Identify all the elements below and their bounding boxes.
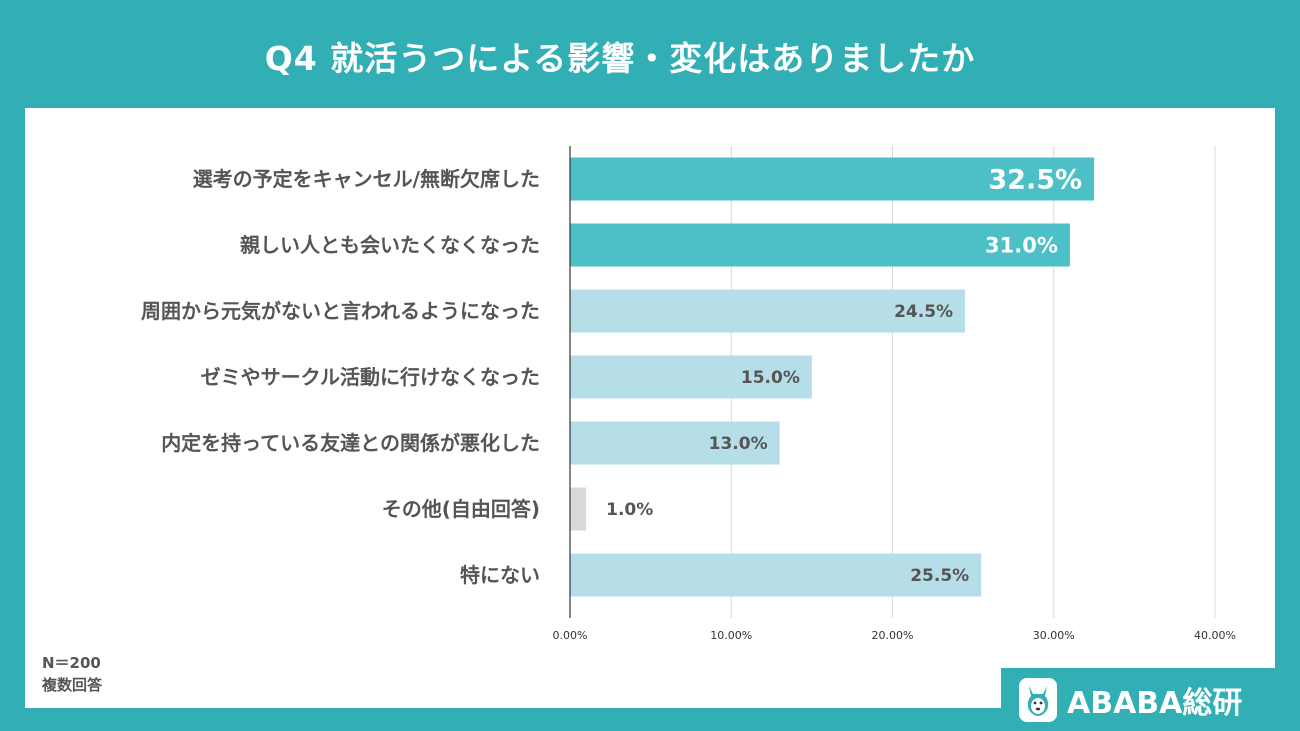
category-label: その他(自由回答) bbox=[382, 497, 540, 521]
bar bbox=[570, 355, 812, 399]
category-label: 内定を持っている友達との関係が悪化した bbox=[161, 431, 540, 455]
category-label: ゼミやサークル活動に行けなくなった bbox=[201, 365, 540, 389]
bar-chart: 0.00% 10.00% 20.00% 30.00% 40.00% 選考の予定をキャンセル… bbox=[141, 146, 1236, 642]
data-label: 24.5% bbox=[894, 302, 953, 322]
data-label: 32.5% bbox=[988, 165, 1082, 196]
bar bbox=[570, 553, 982, 597]
bar bbox=[570, 421, 780, 465]
chart-panel: 0.00% 10.00% 20.00% 30.00% 40.00% 選考の予定をキャンセル… bbox=[25, 108, 1275, 708]
category-label: 特にない bbox=[460, 563, 540, 587]
x-tick-label: 20.00% bbox=[872, 629, 914, 642]
x-tick-label: 10.00% bbox=[710, 629, 752, 642]
bar bbox=[570, 223, 1070, 267]
data-label: 15.0% bbox=[741, 368, 800, 388]
brand-name: ABABA総研 bbox=[1067, 685, 1243, 721]
data-label: 13.0% bbox=[709, 434, 768, 454]
sample-size-note: N＝200 bbox=[42, 654, 101, 672]
x-tick-label: 30.00% bbox=[1033, 629, 1075, 642]
x-tick-label: 40.00% bbox=[1194, 629, 1236, 642]
bar bbox=[570, 289, 966, 333]
bar bbox=[570, 157, 1095, 201]
x-tick-label: 0.00% bbox=[553, 629, 588, 642]
data-label: 31.0% bbox=[985, 234, 1058, 258]
category-label: 周囲から元気がないと言われるようになった bbox=[141, 299, 540, 323]
multiple-answer-note: 複数回答 bbox=[42, 676, 103, 694]
category-label: 親しい人とも会いたくなくなった bbox=[240, 233, 540, 257]
data-label: 25.5% bbox=[910, 566, 969, 586]
data-label: 1.0% bbox=[606, 500, 653, 520]
brand-logo: ABABA総研 bbox=[1001, 668, 1275, 731]
category-label: 選考の予定をキャンセル/無断欠席した bbox=[193, 167, 540, 191]
alpaca-mascot-icon bbox=[1019, 677, 1057, 722]
survey-notes: N＝200 複数回答 bbox=[42, 652, 102, 696]
bar bbox=[570, 487, 587, 531]
chart-title: Q4 就活うつによる影響・変化はありましたか bbox=[264, 39, 976, 78]
